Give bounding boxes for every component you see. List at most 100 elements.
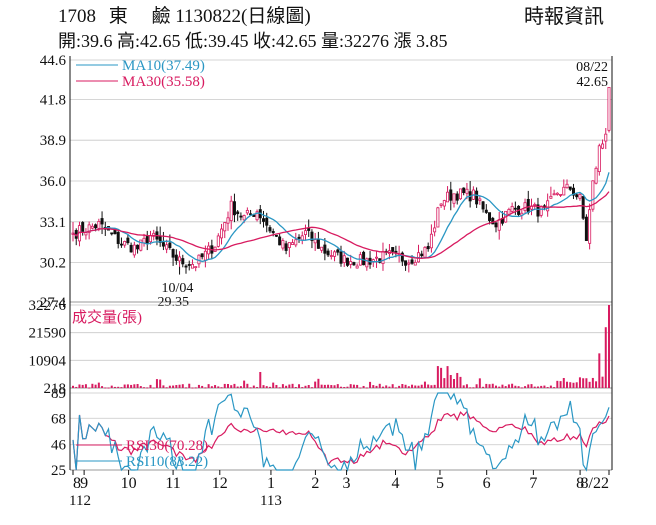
volume-bar: [304, 385, 307, 388]
candle-body: [226, 217, 230, 224]
price-tick-label: 30.2: [40, 256, 66, 272]
volume-bar: [239, 386, 242, 388]
volume-bar: [275, 384, 278, 388]
volume-bar: [194, 387, 197, 389]
candle-body: [119, 243, 123, 246]
volume-bar: [514, 385, 517, 388]
candle-body: [407, 262, 411, 265]
volume-bar: [394, 387, 397, 389]
candle-body: [584, 216, 588, 241]
volume-bar: [433, 384, 436, 388]
volume-bar: [491, 383, 494, 388]
candle-body: [568, 186, 572, 190]
candle-body: [575, 194, 579, 198]
volume-bar: [543, 385, 546, 388]
candle-body: [410, 259, 414, 264]
volume-bar: [456, 372, 459, 388]
stock-name: 東 鹼: [108, 6, 171, 27]
candle-body: [262, 218, 266, 222]
rsi-legend-label: RSI10(83.22): [126, 454, 208, 470]
volume-bar: [72, 385, 74, 388]
candle-body: [220, 228, 224, 239]
candle-body: [536, 204, 540, 217]
volume-bar: [197, 384, 200, 388]
volume-bar: [566, 381, 569, 388]
volume-bar: [556, 380, 559, 388]
volume-bar: [110, 385, 113, 388]
candle-body: [513, 207, 517, 210]
volume-bar: [117, 386, 120, 388]
candle-body: [307, 228, 311, 231]
volume-bar: [233, 383, 236, 388]
volume-bar: [414, 385, 417, 388]
x-tick-label: 5: [436, 475, 444, 492]
candle-body: [142, 237, 146, 244]
volume-bar: [181, 384, 184, 388]
candle-body: [597, 145, 601, 173]
candle-body: [526, 198, 530, 213]
candle-body: [458, 188, 462, 200]
candle-body: [110, 232, 114, 235]
candle-body: [604, 133, 608, 142]
candle-body: [559, 193, 563, 196]
volume-bar: [359, 387, 362, 389]
volume-bar: [362, 385, 365, 388]
volume-bar: [530, 384, 533, 388]
candle-body: [423, 246, 427, 258]
ma10-line: [72, 172, 610, 263]
candle-body: [148, 235, 152, 243]
candle-body: [239, 215, 243, 218]
volume-bar: [159, 379, 162, 388]
volume-bar: [230, 385, 233, 388]
candle-body: [365, 258, 369, 268]
volume-bar: [440, 367, 443, 388]
candle-body: [413, 261, 417, 266]
volume-tick-label: 218: [44, 381, 67, 397]
candle-body: [452, 193, 456, 204]
volume-bar: [91, 383, 94, 388]
volume-bar: [75, 386, 78, 388]
x-tick-label: 6: [483, 475, 491, 492]
volume-bar: [252, 385, 255, 388]
volume-bar: [149, 384, 152, 388]
candle-body: [404, 260, 408, 266]
volume-bar: [201, 385, 204, 388]
candle-body: [362, 251, 366, 266]
rsi-legend-label: RSI30(70.28): [126, 438, 208, 454]
candle-body: [449, 189, 453, 201]
candle-body: [87, 224, 91, 233]
candle-body: [274, 234, 278, 237]
candle-body: [216, 235, 220, 247]
volume-bar: [365, 387, 368, 389]
volume-bar: [113, 386, 116, 388]
candle-body: [462, 187, 466, 194]
volume-bar: [375, 385, 378, 388]
volume-bar: [285, 385, 288, 388]
candle-body: [255, 211, 259, 221]
volume-bar: [259, 371, 262, 388]
candle-body: [326, 250, 330, 256]
candle-body: [507, 209, 511, 215]
volume-bar: [485, 383, 488, 388]
volume-tick-label: 21590: [29, 326, 67, 342]
candle-body: [329, 255, 333, 257]
volume-bar: [249, 387, 252, 389]
candle-body: [349, 261, 353, 265]
candle-body: [400, 252, 404, 262]
volume-bar: [172, 385, 175, 388]
volume-bar: [443, 378, 446, 388]
volume-bar: [262, 385, 265, 388]
volume-bar: [155, 379, 158, 388]
candle-body: [165, 244, 169, 250]
volume-bar: [498, 386, 501, 388]
volume-bar: [265, 386, 268, 388]
candle-body: [320, 246, 324, 251]
x-tick-label: 3: [343, 475, 351, 492]
candle-body: [336, 249, 340, 253]
volume-bar: [220, 387, 223, 389]
candle-body: [488, 212, 492, 221]
volume-bar: [472, 387, 475, 389]
candle-body: [200, 253, 204, 258]
low-date-label: 10/04: [162, 281, 194, 296]
volume-bar: [449, 375, 452, 388]
